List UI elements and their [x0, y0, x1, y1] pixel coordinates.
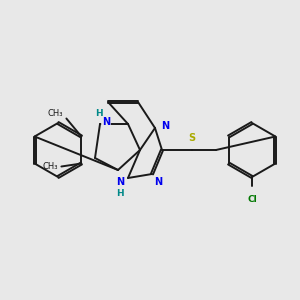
- Text: N: N: [116, 177, 124, 187]
- Text: CH₃: CH₃: [43, 162, 58, 171]
- Text: N: N: [154, 177, 162, 187]
- Text: CH₃: CH₃: [48, 109, 63, 118]
- Text: H: H: [95, 110, 103, 118]
- Text: N: N: [102, 117, 110, 127]
- Text: Cl: Cl: [247, 194, 257, 203]
- Text: N: N: [161, 121, 169, 131]
- Text: S: S: [188, 133, 196, 143]
- Text: H: H: [116, 190, 124, 199]
